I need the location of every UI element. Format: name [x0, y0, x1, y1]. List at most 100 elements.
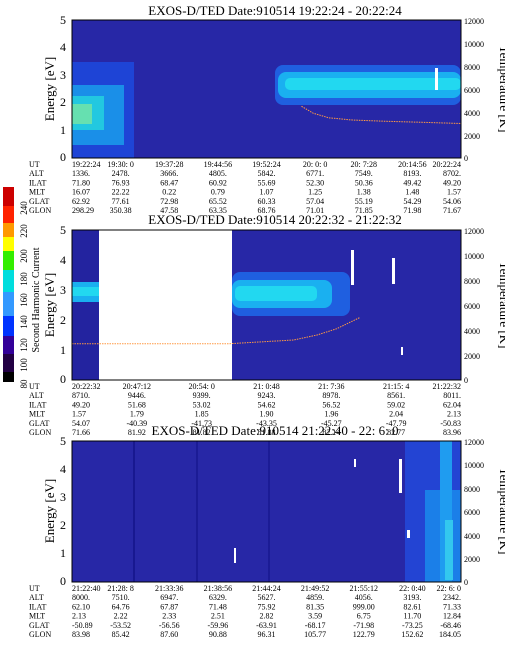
table-cell-ut: 20:14:56: [398, 160, 426, 169]
table-cell-glon: 105.77: [304, 630, 326, 639]
table-cell-glon: 81.88: [258, 428, 276, 437]
colorbar-tick: 180: [19, 272, 29, 286]
table-cell-glat: -73.25: [402, 621, 423, 630]
panel-2-y2tick: 0: [464, 376, 468, 385]
table-cell-alt: 8193.: [403, 169, 421, 178]
table-cell-alt: 9399.: [193, 391, 211, 400]
table-cell-ilat: 62.10: [72, 602, 90, 611]
table-cell-ut: 21: 7:36: [318, 382, 344, 391]
table-cell-glon: 85.42: [112, 630, 130, 639]
colorbar-swatch: [3, 206, 14, 223]
panel-2-ytick: 2: [60, 313, 66, 327]
panel-3-title: EXOS-D/TED Date:910514 21:22:40 - 22: 6:…: [152, 423, 399, 438]
table-cell-mlt: 1.90: [260, 410, 274, 419]
table-cell-glat: 62.92: [72, 197, 90, 206]
table-cell-ilat: 76.93: [112, 178, 130, 187]
colorbar-swatch: [3, 336, 14, 354]
panel-3-y2tick: 10000: [464, 461, 484, 470]
panel-3-stripe: [196, 441, 198, 582]
row-label-glon: GLON: [29, 206, 51, 215]
panel-3-y2tick: 0: [464, 578, 468, 587]
panel-2-band-core: [235, 286, 317, 301]
table-cell-mlt: 0.79: [211, 188, 225, 197]
table-cell-ilat: 68.47: [160, 178, 178, 187]
table-cell-ilat: 51.68: [128, 400, 146, 409]
row-label-alt: ALT: [29, 169, 44, 178]
panel-3-y2tick: 2000: [464, 555, 480, 564]
panel-3-y2label: Temperature [K]: [497, 468, 505, 555]
table-cell-glat: 54.29: [403, 197, 421, 206]
row-label-glat: GLAT: [29, 197, 50, 206]
table-cell-ut: 19:30: 0: [107, 160, 133, 169]
table-cell-mlt: 1.25: [308, 188, 322, 197]
table-cell-glat: 65.52: [209, 197, 227, 206]
table-cell-ut: 20: 7:28: [351, 160, 377, 169]
table-cell-glon: 82.14: [322, 428, 340, 437]
table-cell-ilat: 999.00: [353, 602, 375, 611]
panel-1-ytick: 0: [60, 150, 66, 164]
table-cell-glat: -56.56: [159, 621, 180, 630]
colorbar-swatch: [3, 292, 14, 316]
table-cell-ut: 20:22:32: [72, 382, 100, 391]
table-cell-alt: 8702.: [443, 169, 461, 178]
table-cell-glon: 71.85: [355, 206, 373, 215]
panel-2-y2tick: 10000: [464, 252, 484, 261]
table-cell-alt: 7549.: [355, 169, 373, 178]
panel-1-ytick: 3: [60, 68, 66, 82]
table-cell-glon: 87.60: [160, 630, 178, 639]
row-label-alt: ALT: [29, 593, 44, 602]
panel-3-ytick: 5: [60, 434, 66, 448]
table-cell-glat: -50.83: [440, 419, 461, 428]
table-cell-alt: 8000.: [72, 593, 90, 602]
panel-3-spike: [407, 530, 410, 538]
row-label-ilat: ILAT: [29, 178, 46, 187]
table-cell-ut: 19:22:24: [72, 160, 100, 169]
table-cell-mlt: 2.22: [114, 612, 128, 621]
panel-1-title: EXOS-D/TED Date:910514 19:22:24 - 20:22:…: [148, 3, 402, 18]
table-cell-glat: 77.61: [112, 197, 130, 206]
table-cell-glon: 68.76: [258, 206, 276, 215]
table-cell-mlt: 2.13: [447, 410, 461, 419]
table-cell-ilat: 55.69: [258, 178, 276, 187]
table-cell-glon: 83.96: [443, 428, 461, 437]
table-cell-glon: 96.31: [258, 630, 276, 639]
panel-2-ytick: 0: [60, 372, 66, 386]
panel-2-ylabel: Energy [eV]: [42, 273, 57, 337]
colorbar-swatch: [3, 316, 14, 336]
table-cell-mlt: 16.07: [72, 188, 90, 197]
panel-3-ytick: 1: [60, 546, 66, 560]
table-cell-ut: 22: 0:40: [399, 584, 425, 593]
panel-3-spectrogram: [72, 441, 461, 582]
panel-3-ytick: 0: [60, 574, 66, 588]
panel-1-band-core: [285, 78, 461, 90]
table-cell-ut: 22: 6: 0: [437, 584, 461, 593]
table-cell-alt: 3193.: [403, 593, 421, 602]
panel-1-ytick: 1: [60, 123, 66, 137]
row-label-ilat: ILAT: [29, 400, 46, 409]
table-cell-alt: 6771.: [306, 169, 324, 178]
table-cell-ilat: 82.61: [403, 602, 421, 611]
table-cell-ut: 21:22:32: [433, 382, 461, 391]
colorbar-swatch: [3, 223, 14, 237]
table-cell-glat: -50.89: [72, 621, 93, 630]
table-cell-glat: 57.04: [306, 197, 324, 206]
panel-3-y-axis: 5 4 3 2 1 0 Energy [eV]: [42, 434, 66, 588]
table-cell-ilat: 49.20: [443, 178, 461, 187]
table-cell-ilat: 71.33: [443, 602, 461, 611]
panel-2-y2tick: 8000: [464, 277, 480, 286]
panel-2: EXOS-D/TED Date:910514 20:22:32 - 21:22:…: [29, 212, 505, 437]
colorbar-swatch: [3, 270, 14, 292]
colorbar-tick: 200: [19, 249, 29, 263]
panel-2-ytick: 4: [60, 253, 66, 267]
table-cell-glon: 81.82: [193, 428, 211, 437]
panel-3-ylabel: Energy [eV]: [42, 479, 57, 543]
row-label-mlt: MLT: [29, 410, 45, 419]
panel-3-late-flux-hot: [445, 520, 453, 580]
table-cell-ut: 20:54: 0: [188, 382, 214, 391]
panel-1-y2tick: 6000: [464, 86, 480, 95]
colorbar-swatch: [3, 354, 14, 372]
panel-1-y2tick: 8000: [464, 63, 480, 72]
table-cell-glon: 71.66: [72, 428, 90, 437]
table-cell-alt: 7510.: [112, 593, 130, 602]
panel-2-y2tick: 4000: [464, 327, 480, 336]
